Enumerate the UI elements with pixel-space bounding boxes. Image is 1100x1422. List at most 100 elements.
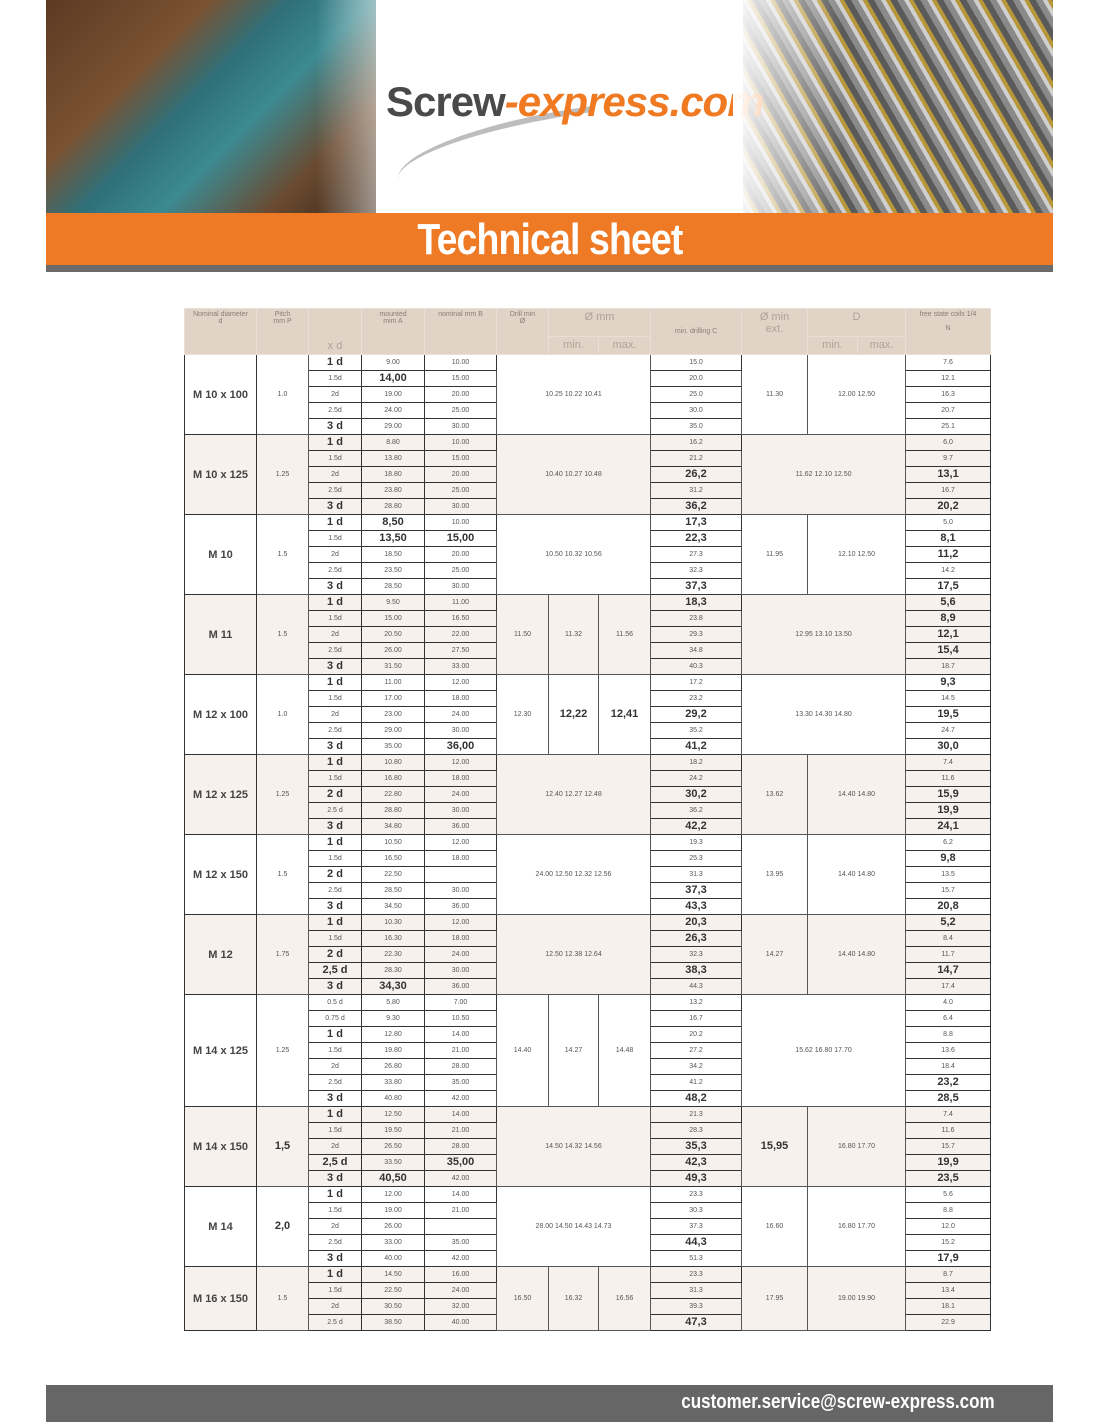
value-a: 40.80 xyxy=(361,1090,425,1107)
value-n: 8,1 xyxy=(905,530,992,547)
value-c: 37.3 xyxy=(650,1218,743,1235)
value-c: 42,3 xyxy=(650,1154,743,1171)
value-a: 35.00 xyxy=(361,738,425,755)
value-b: 10.50 xyxy=(424,1010,497,1027)
table-row: M 14 2,0 1 d 12.00 14.00 28.00 14.50 14.43 14… xyxy=(184,1186,992,1267)
pitch: 1.75 xyxy=(256,914,309,995)
value-c: 49,3 xyxy=(650,1170,743,1187)
value-c: 44.3 xyxy=(650,978,743,995)
xd-multiplier: 1 d xyxy=(308,1026,362,1043)
value-a: 19.00 xyxy=(361,386,425,403)
d-min-max: 12.00 12.50 xyxy=(807,354,907,435)
perc-drill: 11.50 xyxy=(496,594,549,675)
d-min-max: 14.40 14.80 xyxy=(807,754,907,835)
value-a: 26.80 xyxy=(361,1058,425,1075)
value-c: 38,3 xyxy=(650,962,743,979)
xd-multiplier: 2.5d xyxy=(308,562,362,579)
xd-multiplier: 1 d xyxy=(308,594,362,611)
value-c: 20.0 xyxy=(650,370,743,387)
value-a: 17.00 xyxy=(361,690,425,707)
xd-multiplier: 1 d xyxy=(308,1186,362,1203)
value-n: 6.2 xyxy=(905,834,992,851)
table-row: 1.5d 16.30 18.00 26,3 8.4 xyxy=(185,930,992,947)
value-b: 11.00 xyxy=(424,594,497,611)
value-a: 19.50 xyxy=(361,1122,425,1139)
xd-multiplier: 3 d xyxy=(308,818,362,835)
value-n: 24.7 xyxy=(905,722,992,739)
value-b: 12.00 xyxy=(424,914,497,931)
pitch: 1.5 xyxy=(256,594,309,675)
value-n: 4.0 xyxy=(905,994,992,1011)
value-a: 5.80 xyxy=(361,994,425,1011)
xd-multiplier: 1.5d xyxy=(308,1122,362,1139)
value-a: 9.00 xyxy=(361,354,425,371)
value-b: 27.50 xyxy=(424,642,497,659)
header-perc: Ø mm xyxy=(547,308,652,337)
xd-multiplier: 3 d xyxy=(308,978,362,995)
value-b: 36.00 xyxy=(424,818,497,835)
xd-multiplier: 2.5d xyxy=(308,882,362,899)
table-row: 2.5d 28.50 30.00 37,3 15.7 xyxy=(185,882,992,899)
value-c: 20,3 xyxy=(650,914,743,931)
xd-multiplier: 1.5d xyxy=(308,1282,362,1299)
table-row: M 12 x 150 1.5 1 d 10.50 12.00 24.00 12.50 12… xyxy=(184,834,992,915)
xd-multiplier: 1 d xyxy=(308,1266,362,1283)
value-n: 8.7 xyxy=(905,1266,992,1283)
value-n: 15,9 xyxy=(905,786,992,803)
value-c: 21.2 xyxy=(650,450,743,467)
xd-multiplier: 2d xyxy=(308,1218,362,1235)
table-row: 2.5d 24.00 25.00 30.0 20.7 xyxy=(185,402,992,419)
value-c: 44,3 xyxy=(650,1234,743,1251)
nominal-diameter: M 12 x 125 xyxy=(184,754,257,835)
value-n: 8,9 xyxy=(905,610,992,627)
value-c: 27.3 xyxy=(650,546,743,563)
value-b: 10.00 xyxy=(424,434,497,451)
value-a: 40.00 xyxy=(361,1250,425,1267)
value-n: 19,5 xyxy=(905,706,992,723)
value-n: 17.4 xyxy=(905,978,992,995)
xd-multiplier: 1.5d xyxy=(308,610,362,627)
value-n: 9.7 xyxy=(905,450,992,467)
table-row: 2.5d 33.80 35.00 41.2 23,2 xyxy=(185,1074,992,1091)
table-row: M 14 x 150 1,5 1 d 12.50 14.00 14.50 14.32 14… xyxy=(184,1106,992,1187)
table-row: 1.5d 19.00 21.00 30.3 8.8 xyxy=(185,1202,992,1219)
perc-values: 10.25 10.22 10.41 xyxy=(495,354,652,435)
header-nominal: Nominal diameter d xyxy=(184,308,257,355)
xd-multiplier: 1 d xyxy=(308,674,362,691)
value-b: 30.00 xyxy=(424,498,497,515)
table-row: 1.5d 19.80 21.00 27.2 13.6 xyxy=(185,1042,992,1059)
header-pitch: Pitch mm P xyxy=(256,308,309,355)
value-n: 18.4 xyxy=(905,1058,992,1075)
xd-multiplier: 1 d xyxy=(308,1106,362,1123)
table-row: M 14 x 125 1.25 0.5 d 5.80 7.00 14.40 14.27 14.… xyxy=(184,994,992,1107)
value-c: 31.3 xyxy=(650,1282,743,1299)
value-b: 40.00 xyxy=(424,1314,497,1331)
value-b: 32.00 xyxy=(424,1298,497,1315)
xd-multiplier: 3 d xyxy=(308,498,362,515)
pitch: 1.5 xyxy=(256,514,309,595)
xd-multiplier: 3 d xyxy=(308,898,362,915)
value-c: 35.0 xyxy=(650,418,743,435)
header-d-max: max. xyxy=(857,336,907,355)
value-n: 15,4 xyxy=(905,642,992,659)
value-c: 35.2 xyxy=(650,722,743,739)
value-a: 31.50 xyxy=(361,658,425,675)
xd-multiplier: 1.5d xyxy=(308,930,362,947)
table-row: M 12 1.75 1 d 10.30 12.00 12.50 12.38 12.64 20… xyxy=(184,914,992,995)
value-a: 12.80 xyxy=(361,1026,425,1043)
value-c: 23.3 xyxy=(650,1186,743,1203)
value-n: 11,2 xyxy=(905,546,992,563)
value-b: 35,00 xyxy=(424,1154,497,1171)
header-xd: x d xyxy=(308,308,362,355)
xd-multiplier: 2d xyxy=(308,1138,362,1155)
value-a: 13,50 xyxy=(361,530,425,547)
contact-email[interactable]: customer.service@screw-express.com xyxy=(681,1391,995,1413)
table-row: 1.5d 22.50 24.00 31.3 13.4 xyxy=(185,1282,992,1299)
table-row: 2 d 22.80 24.00 30,2 15,9 xyxy=(185,786,992,803)
table-row: 2d 26.50 28.00 35,3 15.7 xyxy=(185,1138,992,1155)
value-n: 25.1 xyxy=(905,418,992,435)
value-n: 5.0 xyxy=(905,514,992,531)
title-bar: Technical sheet xyxy=(46,213,1053,265)
pitch: 1.5 xyxy=(256,1266,309,1331)
perc-min: 12,22 xyxy=(548,674,599,755)
